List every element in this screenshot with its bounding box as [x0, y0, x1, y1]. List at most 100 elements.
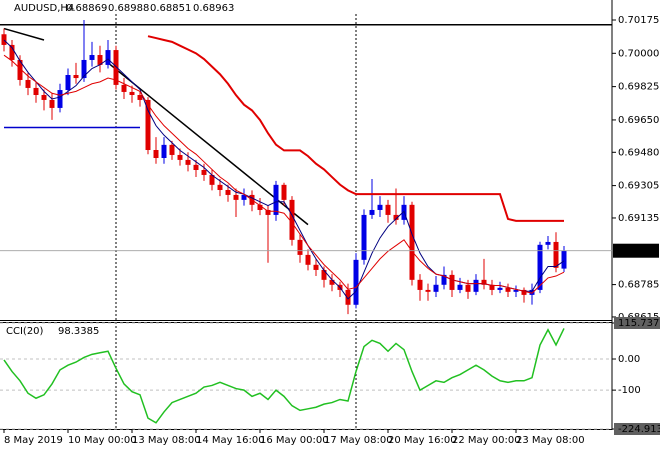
candle-body — [209, 174, 215, 185]
candle-body — [49, 99, 55, 108]
candle-body — [217, 184, 223, 190]
ohlc-close: 0.68963 — [193, 3, 234, 14]
candle-body — [369, 209, 375, 215]
indicator-line — [147, 35, 564, 222]
y-tick-label: 115.7378 — [618, 318, 660, 329]
candle-body — [121, 84, 127, 92]
y-tick-label: 0.70000 — [618, 48, 659, 59]
y-tick-label: 0.70175 — [618, 15, 659, 26]
x-tick-label: 14 May 16:00 — [196, 435, 265, 446]
candle-body — [449, 274, 455, 290]
candle-body — [465, 284, 471, 292]
y-tick-label: 0.69305 — [618, 181, 659, 192]
candle-body — [233, 194, 239, 200]
trend-line — [3, 27, 45, 41]
header: AUDUSD,H4 0.68869 0.68988 0.68851 0.6896… — [6, 3, 234, 337]
candle-body — [417, 279, 423, 290]
candle-body — [113, 50, 119, 85]
x-tick-label: 8 May 2019 — [4, 435, 63, 446]
candle-body — [305, 254, 311, 265]
candle-body — [185, 159, 191, 165]
candle-body — [193, 164, 199, 170]
candle-body — [17, 59, 23, 80]
candle-body — [545, 241, 551, 245]
candle-body — [281, 184, 287, 200]
ohlc-low: 0.68851 — [150, 3, 191, 14]
candle-body — [345, 289, 351, 305]
candle-body — [497, 287, 503, 290]
x-tick-label: 20 May 16:00 — [388, 435, 457, 446]
candle-body — [297, 239, 303, 255]
x-tick-label: 13 May 08:00 — [132, 435, 201, 446]
x-tick-label: 22 May 00:00 — [452, 435, 521, 446]
candle-body — [241, 194, 247, 200]
candle-body — [65, 75, 71, 91]
candle-body — [537, 244, 543, 290]
candle-body — [361, 214, 367, 260]
x-tick-label: 17 May 08:00 — [324, 435, 393, 446]
candle-body — [289, 199, 295, 240]
current-price-box — [613, 243, 659, 258]
candle-body — [9, 44, 15, 60]
ohlc-open: 0.68869 — [66, 3, 107, 14]
candle-body — [105, 50, 111, 65]
candle-body — [73, 75, 79, 79]
y-tick-label: 0.68785 — [618, 280, 659, 291]
candle-body — [441, 274, 447, 285]
y-tick-label: -100 — [618, 385, 641, 396]
candle-body — [393, 214, 399, 220]
candle-body — [137, 94, 143, 100]
y-tick-label-box — [614, 317, 660, 329]
candle-body — [353, 259, 359, 305]
candle-body — [81, 59, 87, 79]
indicator-name: CCI(20) — [6, 326, 44, 337]
candle-body — [425, 289, 431, 292]
candle-body — [481, 279, 487, 285]
candle-body — [505, 287, 511, 292]
current-price-label: 0.68963 — [618, 246, 659, 257]
y-tick-label-box — [614, 423, 660, 435]
candle-body — [321, 269, 327, 280]
x-tick-label: 10 May 00:00 — [68, 435, 137, 446]
candle-body — [265, 209, 271, 215]
candle-body — [25, 79, 31, 88]
candle-body — [201, 169, 207, 175]
candle-body — [521, 289, 527, 295]
candle-body — [89, 55, 95, 60]
candle-body — [145, 99, 151, 151]
candle-body — [385, 204, 391, 215]
y-tick-label: 0.00 — [618, 354, 640, 365]
x-tick-label: 16 May 00:00 — [260, 435, 329, 446]
candle-body — [169, 144, 175, 155]
candle-body — [1, 34, 7, 45]
candle-body — [313, 264, 319, 270]
candle-body — [257, 204, 263, 210]
y-tick-label: 0.69825 — [618, 82, 659, 93]
x-tick-label: 23 May 08:00 — [516, 435, 585, 446]
candle-body — [529, 289, 535, 295]
candle-body — [177, 154, 183, 160]
candle-body — [57, 90, 63, 108]
candle-body — [473, 279, 479, 292]
candle-body — [553, 241, 559, 268]
candle-body — [457, 284, 463, 290]
symbol: AUDUSD,H4 — [14, 3, 74, 14]
y-tick-label: 0.69135 — [618, 213, 659, 224]
y-tick-label: 0.69480 — [618, 147, 659, 158]
candle-body — [489, 284, 495, 290]
candle-body — [97, 55, 103, 65]
y-tick-label: 0.69650 — [618, 115, 659, 126]
candle-body — [161, 144, 167, 159]
candle-body — [33, 87, 39, 95]
indicator-line — [3, 54, 565, 294]
cci-line — [3, 328, 565, 424]
candle-body — [41, 94, 47, 100]
indicator-value: 98.3385 — [58, 326, 99, 337]
candle-body — [513, 289, 519, 292]
candle-body — [225, 189, 231, 195]
candle-body — [433, 284, 439, 292]
candle-body — [273, 184, 279, 215]
